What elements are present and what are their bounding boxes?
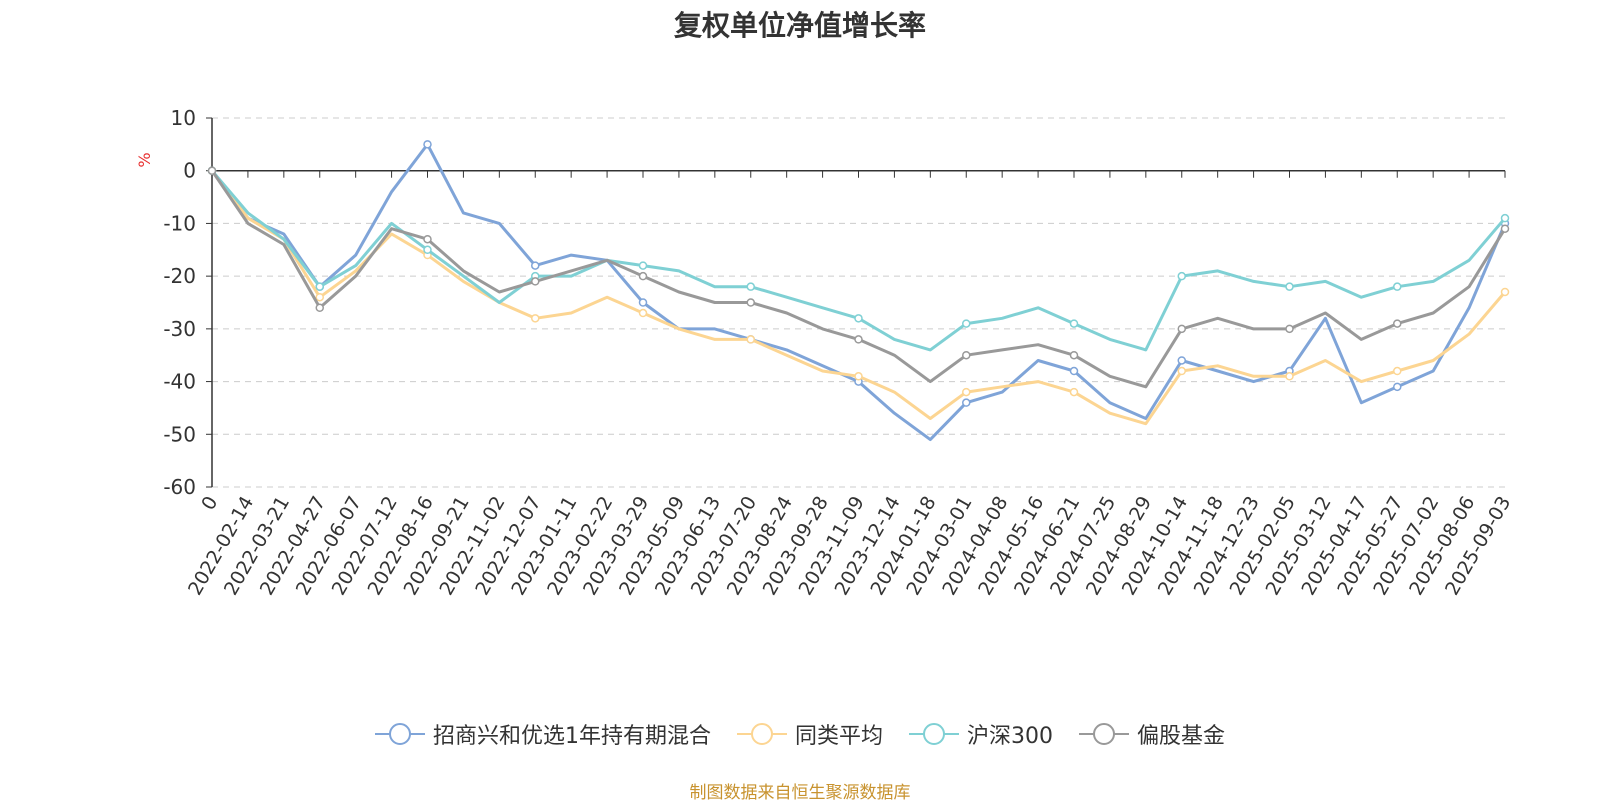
data-point [1177,271,1186,281]
data-point [1393,382,1402,392]
data-point [746,298,755,307]
legend-label: 同类平均 [794,724,883,749]
data-point [962,350,971,360]
y-tick-label: 0 [183,159,196,183]
data-point [1393,319,1402,328]
y-tick-label: -10 [163,211,196,235]
y-tick-label: 10 [171,106,196,130]
legend-item[interactable]: 同类平均 [736,718,883,750]
data-point [423,234,432,244]
legend-swatch-icon [736,723,787,745]
legend-swatch-icon [909,723,959,745]
series-line [210,169,1507,389]
data-point [1285,372,1294,381]
data-point [638,308,648,318]
data-point [1069,319,1079,328]
data-point [962,319,971,328]
data-point [962,387,971,397]
legend-label: 沪深300 [967,724,1053,749]
data-point [1393,282,1402,291]
data-point [1069,387,1079,397]
y-tick-label: -50 [163,422,196,446]
legend-item[interactable]: 招商兴和优选1年持有期混合 [374,718,711,750]
y-axis-label: % [135,152,154,167]
data-point [1500,287,1510,297]
chart-title: 复权单位净值增长率 [673,9,926,42]
data-point [1285,324,1294,334]
series-line [210,142,1507,442]
y-tick-label: -30 [163,317,196,341]
data-point [746,335,755,344]
data-point [854,372,863,381]
data-point [315,292,324,302]
data-point [746,282,755,291]
legend-swatch-icon [1079,723,1129,745]
legend-item[interactable]: 偏股基金 [1079,718,1225,750]
legend-label: 招商兴和优选1年持有期混合 [432,724,711,749]
data-point [1500,224,1510,233]
x-tick-label: 0 [197,493,222,514]
data-point [854,314,863,323]
data-point [531,261,540,270]
legend: 招商兴和优选1年持有期混合 同类平均 沪深300 偏股基金 [0,718,1600,750]
data-point [1177,356,1186,365]
data-point [1069,350,1079,360]
data-point [423,245,432,255]
data-point [1285,282,1294,291]
data-point [1393,366,1402,376]
data-point [854,335,863,344]
y-tick-label: -20 [163,264,196,288]
legend-label: 偏股基金 [1137,724,1226,749]
data-point [1069,366,1079,376]
data-point [1177,366,1186,376]
legend-swatch-icon [374,723,425,745]
data-point [638,298,648,307]
data-point [315,282,324,291]
data-point [962,398,971,407]
axes: 100-10-20-30-40-50-6002022-02-142022-03-… [163,106,1515,599]
data-point [315,303,324,313]
data-point [1500,213,1510,223]
data-point [1177,324,1186,334]
legend-item[interactable]: 沪深300 [909,718,1053,750]
data-point [638,261,648,270]
data-point [531,314,540,323]
data-point [531,277,540,286]
y-tick-label: -60 [163,475,196,499]
data-point [207,166,217,175]
y-tick-label: -40 [163,370,196,394]
source-note: 制图数据来自恒生聚源数据库 [689,783,911,803]
data-point [638,271,648,281]
series-lines [207,140,1510,442]
data-point [423,140,432,149]
series-line [210,169,1507,352]
